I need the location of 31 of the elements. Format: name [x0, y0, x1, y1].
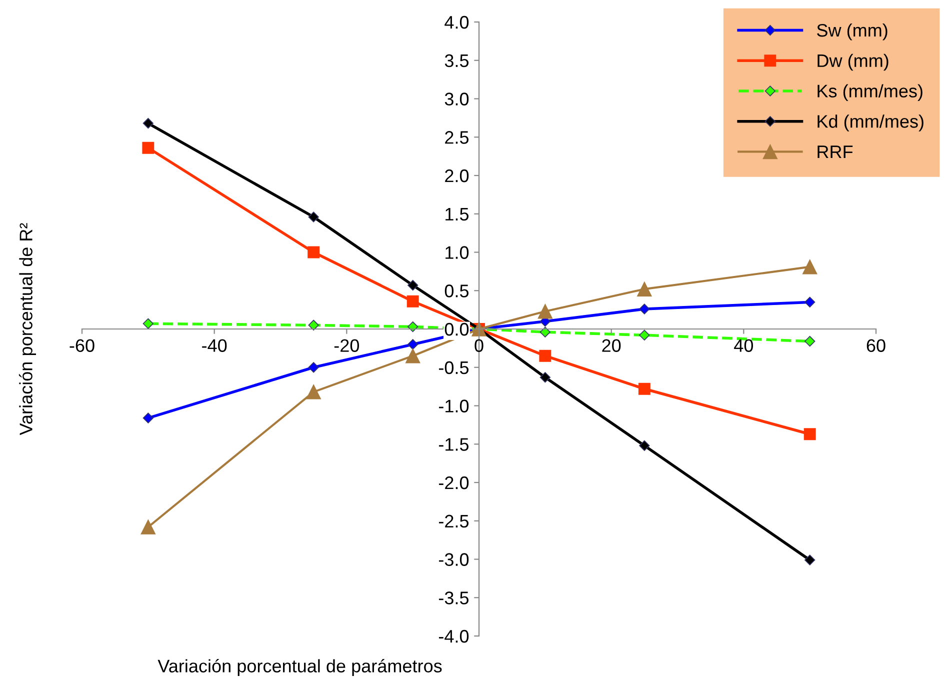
legend-label: Dw (mm) — [818, 54, 888, 71]
y-tick-label: -2.5 — [438, 514, 469, 528]
y-tick-label: 4.0 — [444, 16, 469, 29]
x-tick-label: -20 — [334, 339, 360, 352]
x-tick-label: 40 — [734, 339, 754, 352]
y-tick-label: -3.0 — [438, 553, 469, 566]
y-tick-label: 0.0 — [444, 322, 469, 336]
x-tick-label: -40 — [202, 339, 227, 352]
y-tick-label: 2.5 — [445, 131, 469, 144]
x-axis-title: Variación porcentual de parámetros — [158, 658, 442, 676]
y-tick-label: 1.0 — [446, 246, 469, 259]
legend-label: Sw (mm) — [817, 23, 888, 40]
legend-label: RRF — [818, 146, 853, 158]
y-tick-label: -1.0 — [438, 400, 469, 412]
y-axis-title: Variación porcentual de R² — [18, 223, 36, 436]
legend-label: Kd (mm/mes) — [818, 114, 924, 132]
x-tick-label: 60 — [866, 339, 886, 352]
x-tick-label: 0 — [474, 339, 484, 352]
y-tick-label: -0.5 — [438, 361, 469, 374]
y-tick-label: -2.0 — [438, 476, 469, 490]
x-tick-label: -60 — [70, 339, 94, 352]
y-tick-label: 1.5 — [446, 208, 469, 221]
y-tick-label: -1.5 — [438, 438, 469, 451]
y-tick-label: 2.0 — [445, 169, 469, 182]
x-tick-label: 20 — [602, 339, 621, 352]
y-tick-label: 3.5 — [444, 54, 469, 68]
y-tick-label: 0.5 — [444, 284, 469, 298]
legend-label: Ks (mm/mes) — [818, 84, 922, 102]
y-tick-label: 3.0 — [444, 92, 469, 106]
y-tick-label: -3.5 — [438, 592, 469, 604]
y-tick-label: -4.0 — [438, 630, 469, 643]
